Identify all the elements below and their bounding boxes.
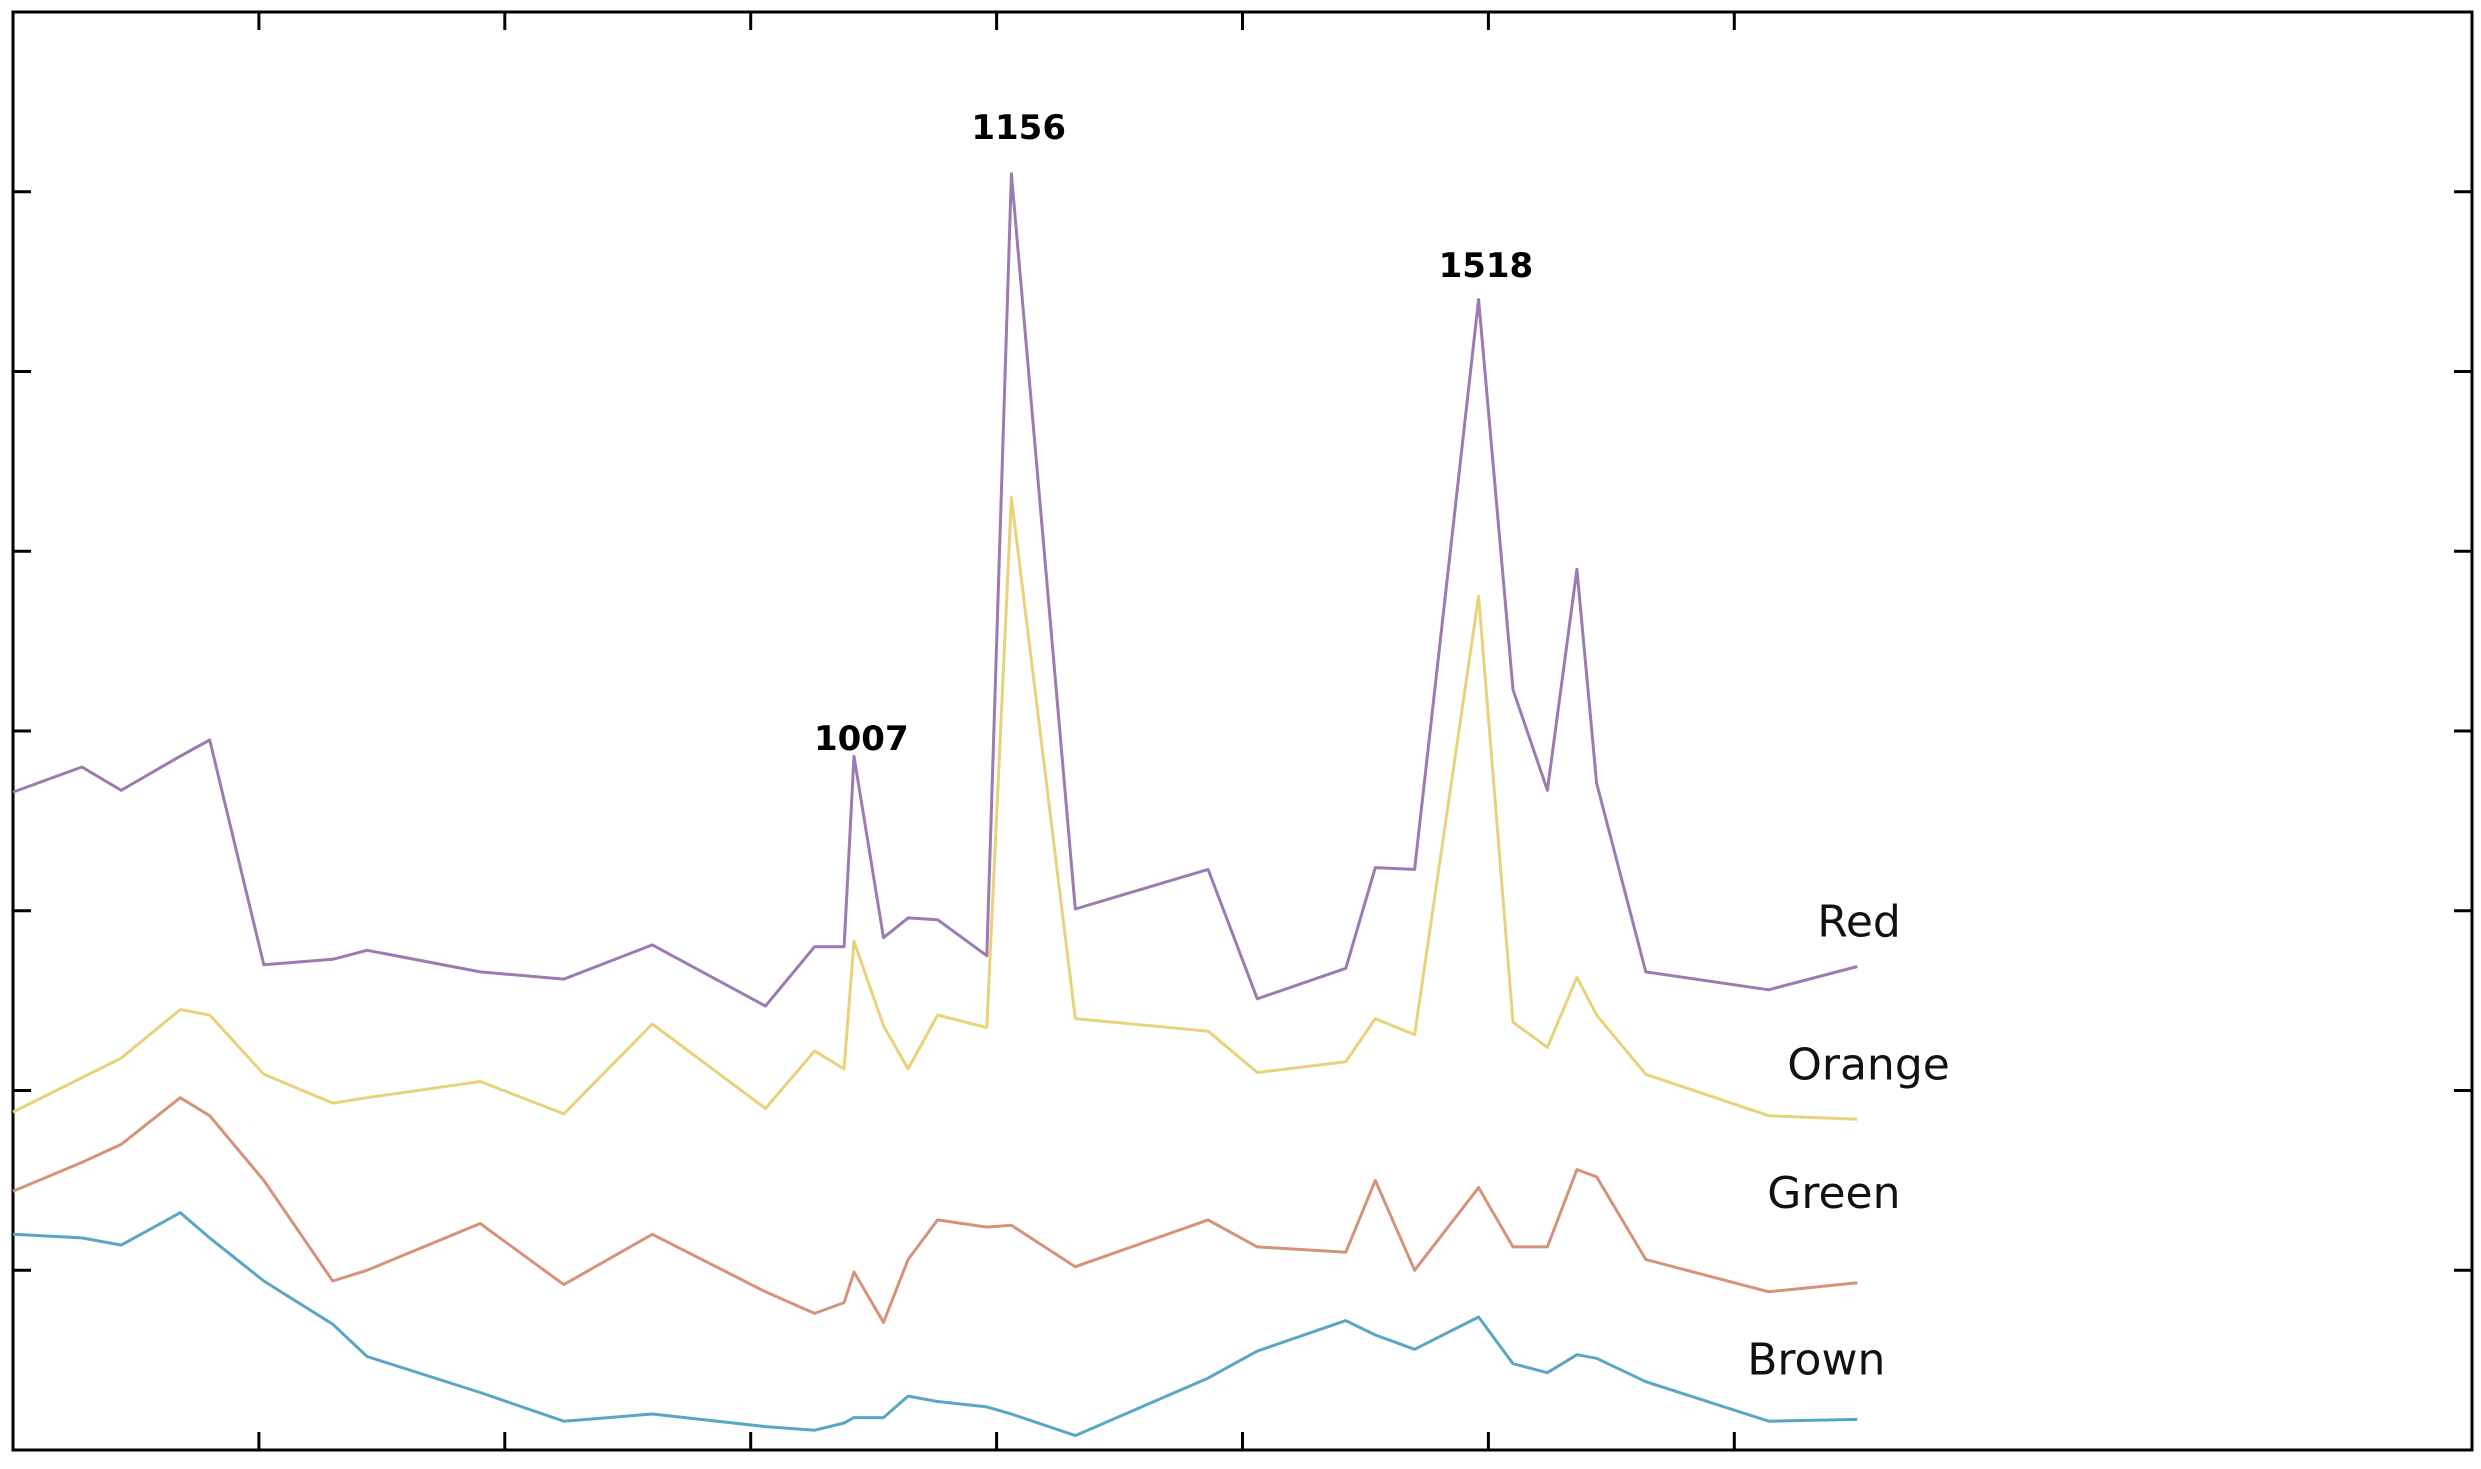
series-label-brown: Brown [1747, 1334, 1885, 1385]
peak-annotation-1007: 1007 [814, 719, 909, 759]
peak-annotation-1518: 1518 [1439, 246, 1534, 286]
peak-annotations: 1007 1156 1518 [814, 108, 1533, 759]
plot-frame [13, 12, 2472, 1450]
series-line-red [13, 174, 1857, 1006]
series-line-orange [13, 497, 1857, 1119]
axis-ticks [13, 12, 2472, 1450]
series-lines [13, 174, 1857, 1436]
series-line-brown [13, 1213, 1857, 1436]
series-label-green: Green [1767, 1168, 1900, 1219]
series-line-green [13, 1098, 1857, 1323]
peak-annotation-1156: 1156 [971, 108, 1066, 148]
series-label-orange: Orange [1787, 1039, 1950, 1090]
series-label-red: Red [1817, 896, 1901, 947]
